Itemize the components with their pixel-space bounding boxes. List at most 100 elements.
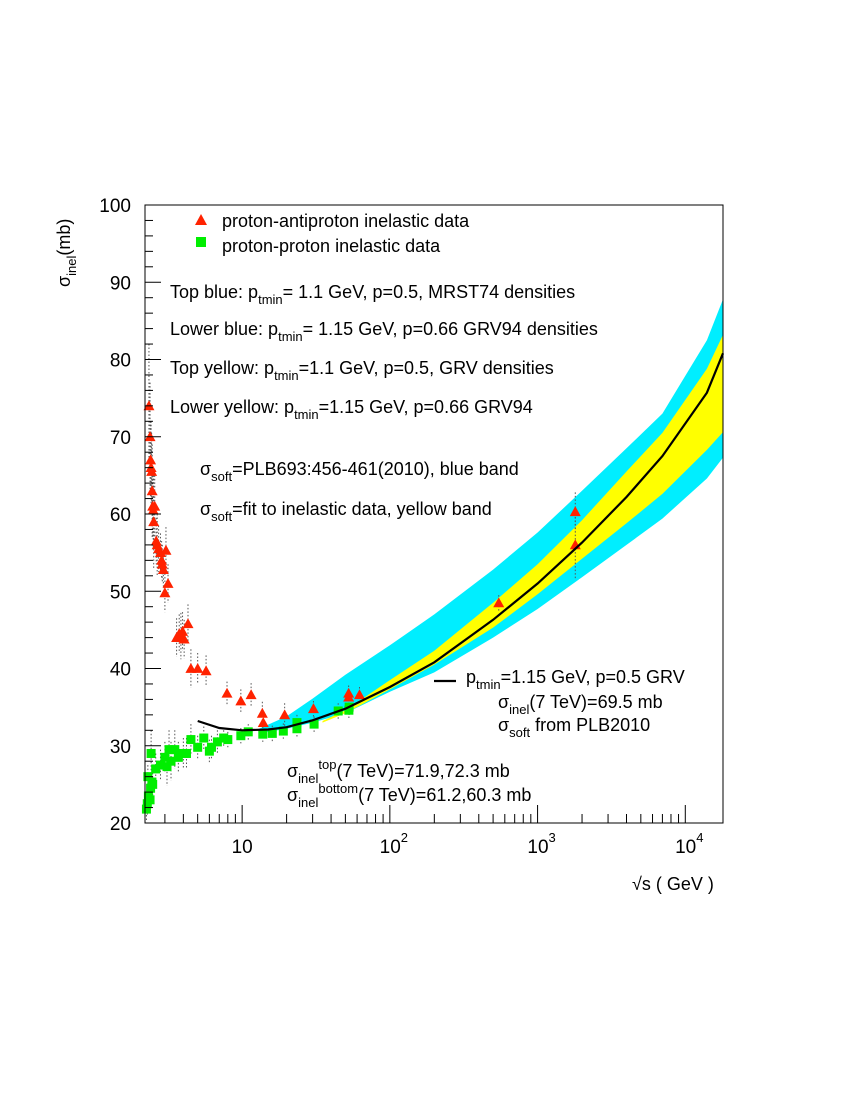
pp-point [206,742,216,752]
pp-point [151,764,161,774]
band-description-part: = 1.15 GeV, p=0.66 GRV94 densities [303,319,598,339]
pp-point [162,762,172,772]
curve-legend-text: σinel(7 TeV)=69.5 mb [498,692,663,717]
curve-legend-text-part: soft [509,725,530,740]
lhc-note: σineltop(7 TeV)=71.9,72.3 mb [287,757,510,786]
pp-point [292,724,302,734]
pp-point [164,745,174,755]
pbarp-point [145,454,157,465]
pbarp-point [144,431,156,442]
y-tick-label: 60 [110,505,131,526]
pbarp-point [159,587,171,598]
pp-point [170,745,180,755]
y-tick-label: 30 [110,737,131,758]
lhc-note-part: (7 TeV)=71.9,72.3 mb [336,761,509,781]
soft-note-part: soft [211,469,232,484]
pbarp-point [156,554,168,565]
y-tick-label: 40 [110,660,131,681]
pbarp-point [235,695,247,706]
y-tick-label: 100 [99,196,131,217]
y-tick-label: 50 [110,582,131,603]
x-tick-exponent: 4 [696,830,703,845]
pp-point [160,752,170,762]
curve-layer [197,352,725,732]
curve-legend-text-part: p [466,667,476,687]
x-tick-base: 10 [527,837,548,858]
soft-note-part: =PLB693:456-461(2010), blue band [232,459,519,479]
band-description: Top yellow: ptmin=1.1 GeV, p=0.5, GRV de… [170,358,554,383]
band-description-part: Top blue: p [170,282,258,302]
pp-point [145,795,155,805]
band-description-part: =1.15 GeV, p=0.66 GRV94 [319,397,533,417]
x-tick-exponent: 2 [401,830,408,845]
pp-point [186,735,196,745]
band-description-part: tmin [294,407,319,422]
pbarp-point [257,717,269,727]
curve-legend-text-part: σ [498,715,509,735]
x-tick-exponent: 3 [549,830,556,845]
soft-note-part: σ [200,459,211,479]
pbarp-point [162,578,174,588]
lhc-note-part: σ [287,761,298,781]
pbarp-point [146,485,158,496]
pbarp-point [146,466,158,476]
lhc-note-part: σ [287,785,298,805]
legend-pp-label: proton-proton inelastic data [222,236,441,256]
band-description-part: = 1.1 GeV, p=0.5, MRST74 densities [283,282,576,302]
y-axis-title-part: (mb) [54,219,74,256]
pbarp-point [200,665,212,676]
pbarp-point [157,564,169,575]
legend-pbarp-label-part: proton-antiproton inelastic data [222,211,470,231]
lhc-note-part: inel [298,771,318,786]
annotations-layer: √s ( GeV )σinel(mb) proton-antiproton ine… [54,211,714,894]
pp-point [193,742,203,752]
model-curve [197,352,725,732]
lhc-note-part: top [318,757,336,772]
pbarp-point [493,597,505,608]
pp-point [243,727,253,737]
pp-point [278,726,288,736]
soft-note: σsoft=fit to inelastic data, yellow band [200,499,492,524]
band-description-part: Top yellow: p [170,358,274,378]
pbarp-point [156,558,168,569]
y-axis-title: σinel(mb) [54,219,79,287]
pbarp-point [353,689,365,700]
pp-point [292,718,302,728]
x-tick-base: 10 [232,837,253,858]
pbarp-point [569,506,581,517]
curve-legend-text: ptmin=1.15 GeV, p=0.5 GRV [466,667,685,692]
pbarp-point [148,516,160,527]
x-tick-label: 103 [527,830,555,858]
pp-point [173,752,183,762]
pbarp-point [279,709,291,720]
x-tick-label: 104 [675,830,703,858]
band-description: Lower blue: ptmin= 1.15 GeV, p=0.66 GRV9… [170,319,598,344]
curve-legend-text: σsoft from PLB2010 [498,715,650,740]
band-description: Lower yellow: ptmin=1.15 GeV, p=0.66 GRV… [170,397,533,422]
band-description-part: Lower yellow: p [170,397,294,417]
band-description-part: tmin [258,292,283,307]
pbarp-point [182,618,194,629]
band-description-part: tmin [278,329,303,344]
soft-note: σsoft=PLB693:456-461(2010), blue band [200,459,519,484]
curve-legend-text-part: inel [509,702,529,717]
soft-note-part: soft [211,509,232,524]
legend-pp-label-part: proton-proton inelastic data [222,236,441,256]
pp-point [166,756,176,766]
curve-legend-text-part: =1.15 GeV, p=0.5 GRV [501,667,685,687]
pbarp-point [192,663,204,673]
y-axis-title-part: σ [54,276,74,287]
pbarp-point [343,687,355,698]
pbarp-point [307,703,319,714]
lhc-note: σinelbottom(7 TeV)=61.2,60.3 mb [287,781,531,810]
pbarp-point [178,633,190,644]
x-tick-base: 10 [380,837,401,858]
pp-point [148,779,158,789]
pp-point [258,729,268,739]
y-tick-label: 70 [110,428,131,449]
y-tick-label: 90 [110,273,131,294]
pp-point [267,728,277,738]
lhc-note-part: inel [298,795,318,810]
pbarp-point [143,400,155,411]
bands-layer [259,299,723,734]
